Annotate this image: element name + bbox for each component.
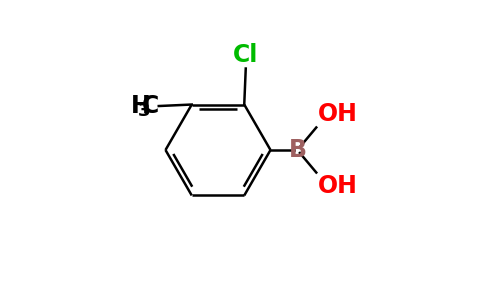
Text: B: B [288,138,306,162]
Text: 3: 3 [138,102,151,120]
Text: OH: OH [318,102,358,126]
Text: Cl: Cl [233,43,258,67]
Text: H: H [131,94,151,118]
Text: C: C [141,94,159,118]
Text: OH: OH [318,174,358,198]
